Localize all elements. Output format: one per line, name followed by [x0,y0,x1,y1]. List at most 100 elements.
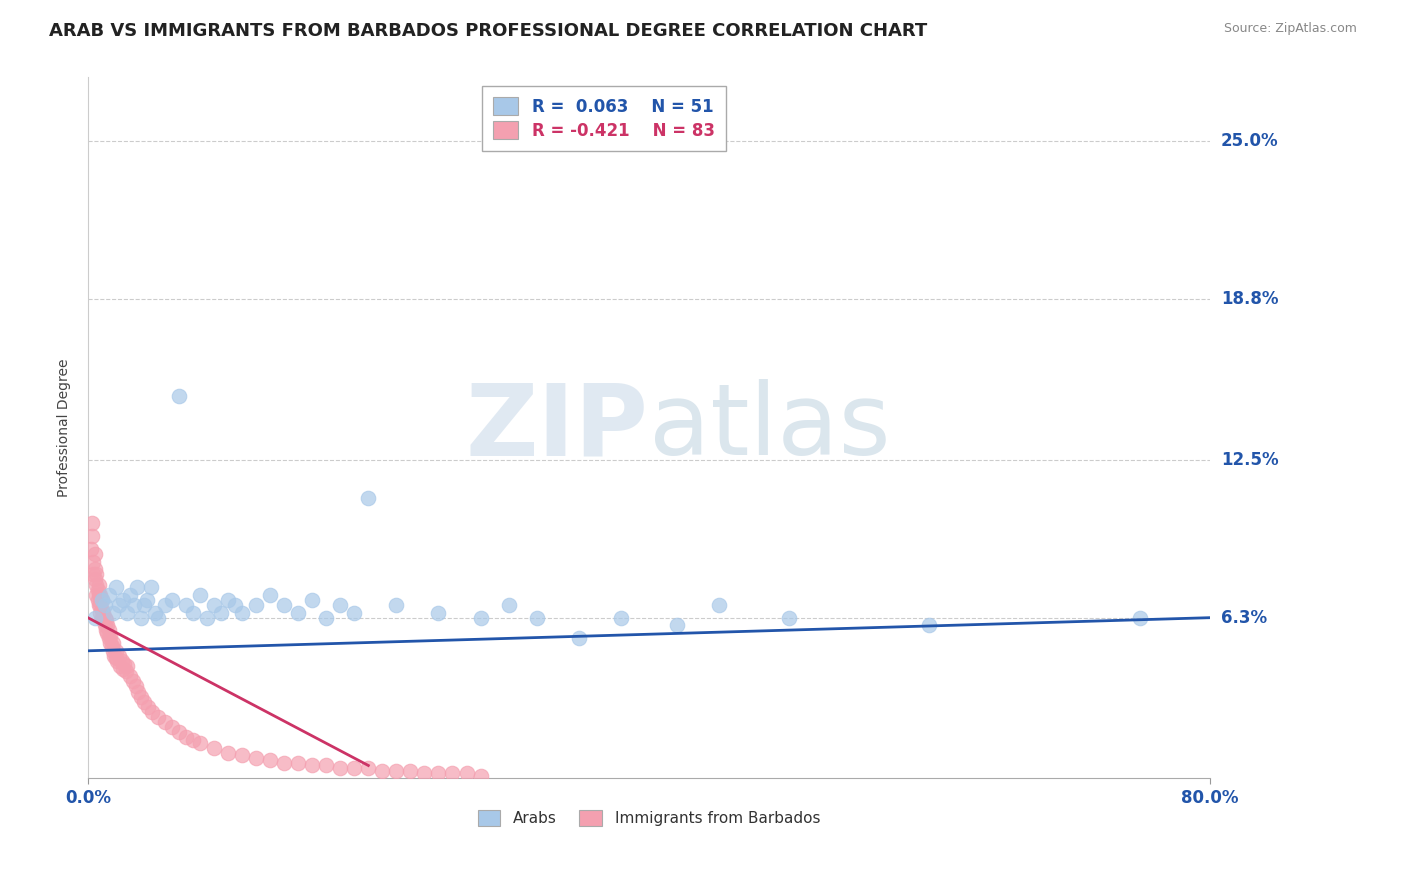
Point [195,610,218,624]
Point [385,598,408,612]
Text: atlas: atlas [648,379,890,476]
Point [427,766,450,780]
Point [101,636,124,650]
Point [124,680,146,694]
Point [610,610,633,624]
Point [87,577,110,591]
Point [259,588,281,602]
Point [259,753,281,767]
Legend: Arabs, Immigrants from Barbados: Arabs, Immigrants from Barbados [470,803,828,834]
Point [98,636,121,650]
Point [287,606,309,620]
Point [104,580,127,594]
Point [456,766,478,780]
Point [470,769,492,783]
Point [526,610,548,624]
Point [385,764,408,778]
Y-axis label: Professional Degree: Professional Degree [58,359,72,497]
Point [118,669,141,683]
Point [136,699,159,714]
Point [80,529,103,543]
Point [181,733,204,747]
Point [135,592,157,607]
Point [107,648,129,663]
Text: 25.0%: 25.0% [1220,132,1278,150]
Point [96,626,118,640]
Text: Source: ZipAtlas.com: Source: ZipAtlas.com [1223,22,1357,36]
Point [245,751,267,765]
Point [83,573,105,587]
Point [1129,610,1152,624]
Point [83,610,105,624]
Point [329,761,352,775]
Point [209,606,232,620]
Point [160,592,183,607]
Point [217,592,239,607]
Text: 18.8%: 18.8% [1220,290,1278,308]
Point [97,588,120,602]
Point [105,654,128,668]
Point [202,598,225,612]
Point [115,606,138,620]
Point [399,764,422,778]
Point [153,715,176,730]
Point [125,580,148,594]
Point [90,592,112,607]
Point [301,758,323,772]
Point [93,598,115,612]
Point [315,610,337,624]
Point [160,720,183,734]
Point [357,761,380,775]
Point [470,610,492,624]
Point [143,606,166,620]
Text: ARAB VS IMMIGRANTS FROM BARBADOS PROFESSIONAL DEGREE CORRELATION CHART: ARAB VS IMMIGRANTS FROM BARBADOS PROFESS… [49,22,928,40]
Point [112,657,135,671]
Point [94,613,117,627]
Point [104,651,127,665]
Point [86,592,108,607]
Point [101,606,124,620]
Point [146,710,169,724]
Point [90,603,112,617]
Point [118,588,141,602]
Point [91,613,114,627]
Point [315,758,337,772]
Point [174,731,197,745]
Point [129,690,152,704]
Point [202,740,225,755]
Point [84,577,107,591]
Point [167,725,190,739]
Point [115,659,138,673]
Point [301,592,323,607]
Point [94,624,117,638]
Point [79,541,101,556]
Point [146,610,169,624]
Point [93,610,115,624]
Point [707,598,730,612]
Text: ZIP: ZIP [465,379,648,476]
Point [343,761,366,775]
Point [122,598,145,612]
Point [97,624,120,638]
Point [89,588,111,602]
Text: 6.3%: 6.3% [1220,608,1267,627]
Point [97,631,120,645]
Point [273,756,295,770]
Point [84,588,107,602]
Point [84,567,107,582]
Point [82,555,104,569]
Point [89,606,111,620]
Point [111,592,134,607]
Point [98,628,121,642]
Point [273,598,295,612]
Point [96,618,118,632]
Point [568,631,591,645]
Point [188,735,211,749]
Point [110,654,132,668]
Point [181,606,204,620]
Point [93,618,115,632]
Point [83,547,105,561]
Point [224,598,246,612]
Point [103,648,125,663]
Point [498,598,520,612]
